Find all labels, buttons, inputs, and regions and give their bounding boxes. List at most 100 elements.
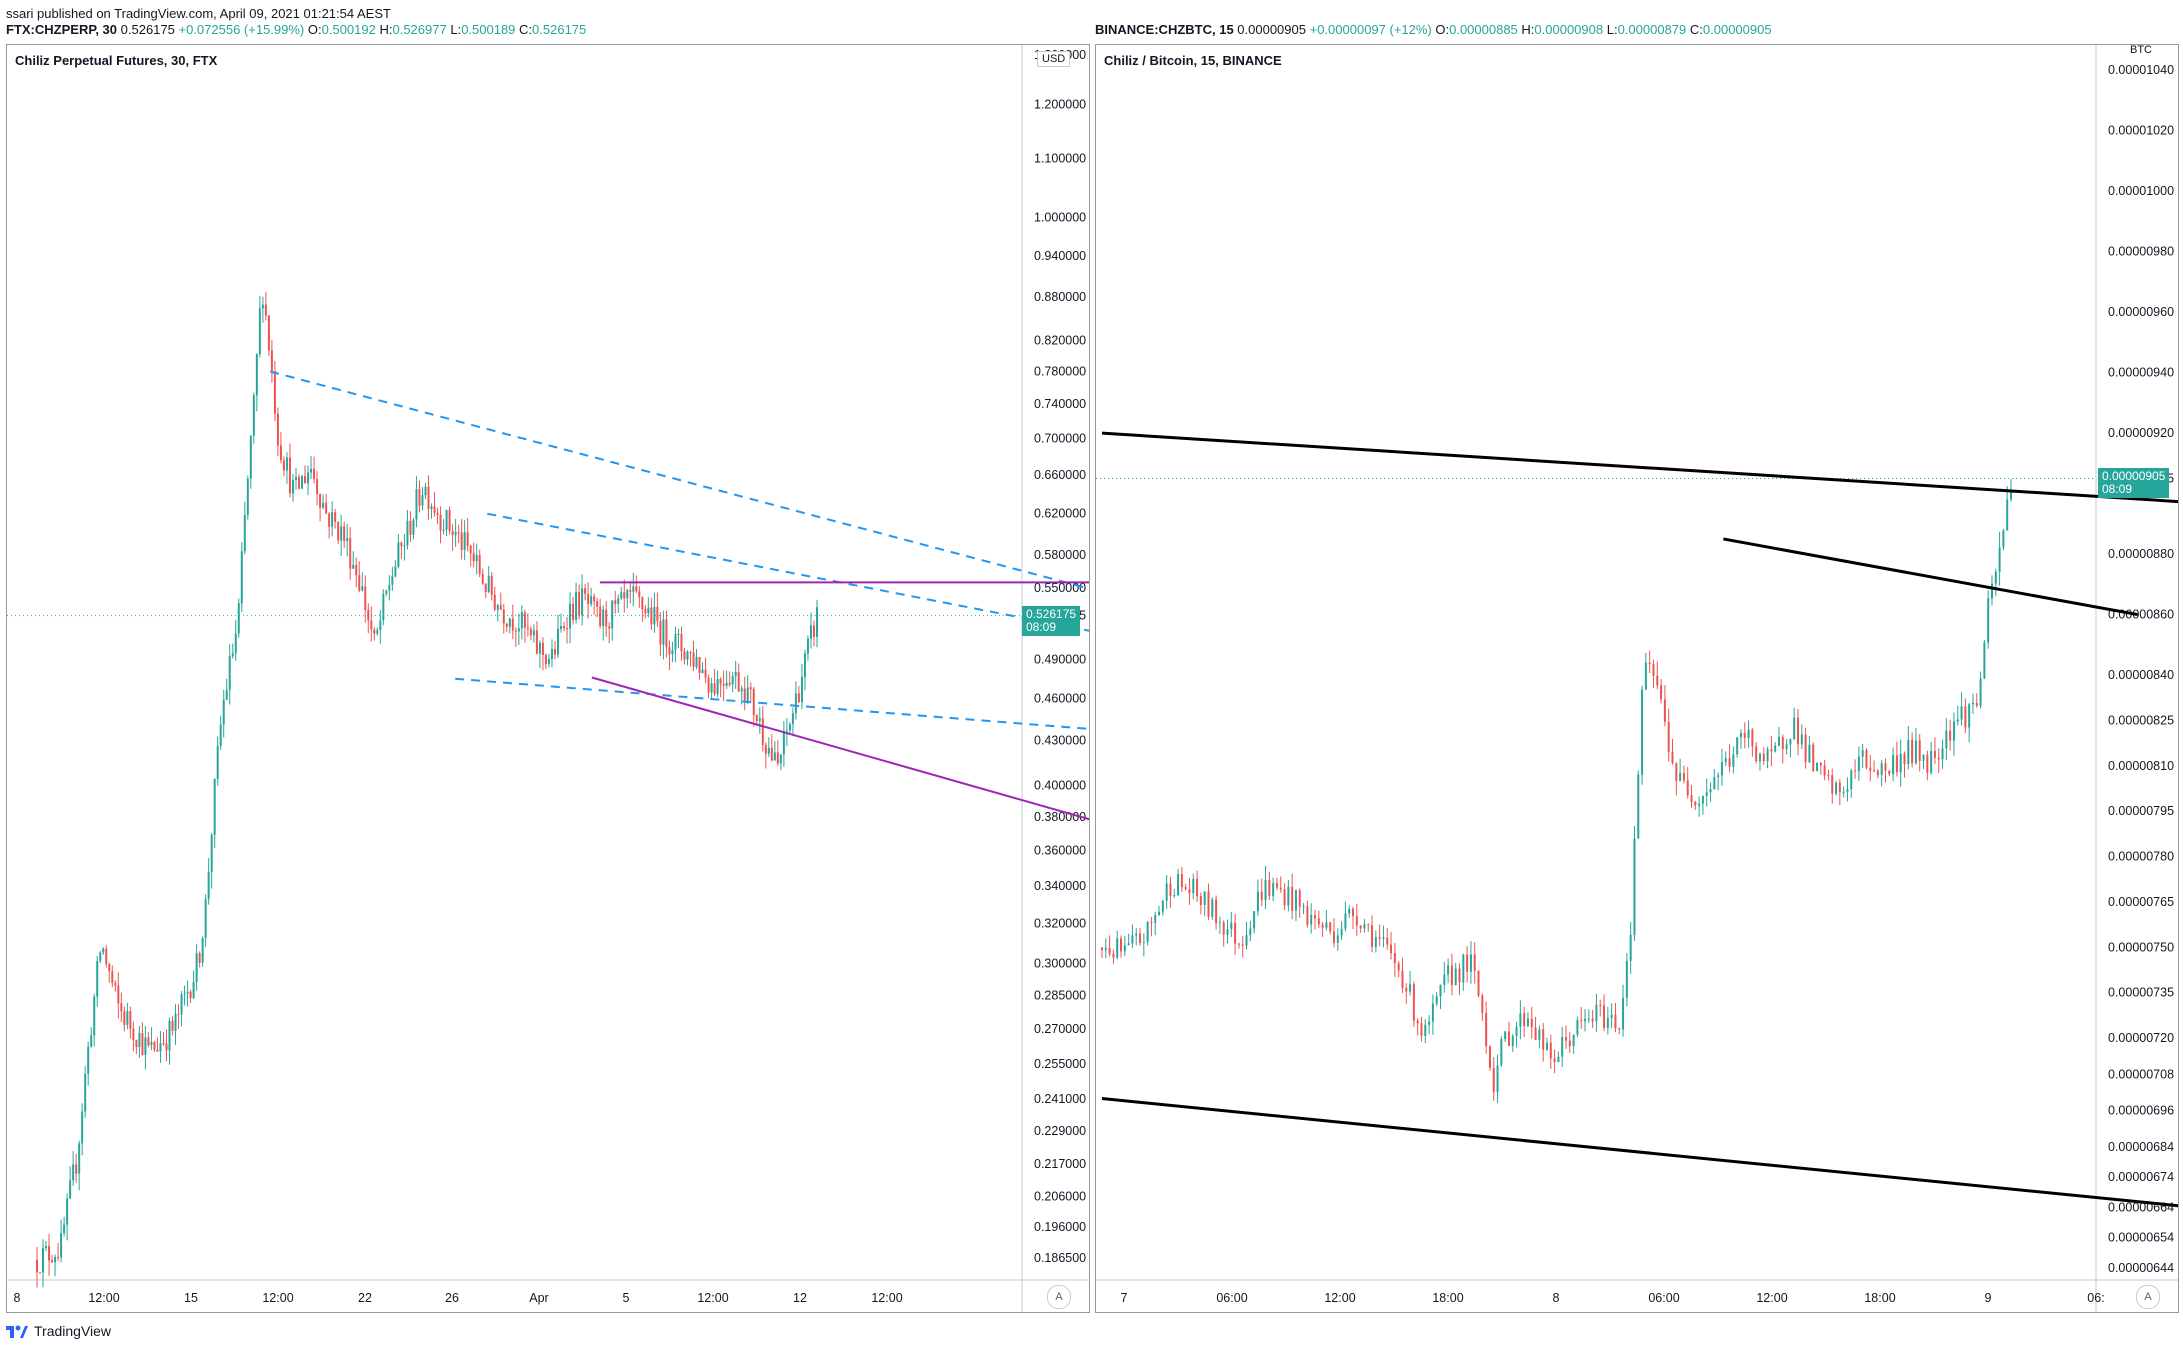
candle-body [1584, 1018, 1587, 1022]
x-tick-label: 26 [445, 1291, 459, 1305]
candle-body [1241, 944, 1244, 946]
y-tick-label: 0.360000 [1034, 844, 1086, 858]
candle-body [1918, 740, 1921, 761]
candle-body [1245, 935, 1248, 946]
candle-body [1260, 891, 1263, 901]
candle-body [578, 592, 581, 616]
candle-body [264, 304, 267, 316]
candle-body [1907, 739, 1910, 765]
x-tick-label: 12:00 [88, 1291, 119, 1305]
y-tick-label: 0.00000980 [2108, 245, 2174, 259]
candle-body [111, 971, 114, 983]
candle-body [69, 1180, 72, 1199]
candle-body [1230, 922, 1233, 930]
candle-body [1838, 782, 1841, 793]
candle-body [1169, 883, 1172, 896]
y-tick-label: 0.255000 [1034, 1057, 1086, 1071]
candle-body [1192, 878, 1195, 894]
candle-body [1158, 911, 1161, 915]
candle-body [1827, 775, 1830, 777]
candle-body [560, 626, 563, 629]
candle-body [1462, 954, 1465, 983]
candle-body [584, 588, 587, 595]
right-ohlc-header: BINANCE:CHZBTC, 15 0.00000905 +0.0000009… [1095, 22, 1772, 37]
candle-body [1348, 908, 1351, 914]
candle-body [1922, 754, 1925, 761]
candle-body [1964, 706, 1967, 728]
footer-brand[interactable]: TradingView [34, 1323, 112, 1339]
candle-body [1142, 942, 1145, 944]
candle-body [1804, 734, 1807, 763]
candle-body [1895, 755, 1898, 773]
y-tick-label: 0.00000960 [2108, 305, 2174, 319]
candle-body [1420, 1023, 1423, 1036]
candle-body [51, 1260, 54, 1263]
candle-body [731, 676, 734, 685]
candle-body [1724, 758, 1727, 762]
candle-body [75, 1164, 78, 1174]
candle-body [1545, 1042, 1548, 1050]
y-tick-label: 0.460000 [1034, 692, 1086, 706]
left-symbol: FTX:CHZPERP, 30 [6, 22, 118, 37]
candle-body [511, 618, 514, 631]
candle-body [1781, 736, 1784, 750]
candle-body [385, 590, 388, 594]
candle-body [1785, 744, 1788, 750]
candle-body [755, 714, 758, 722]
candle-body [1511, 1036, 1514, 1047]
candle-body [445, 510, 448, 530]
y-tick-label: 0.00000880 [2108, 547, 2174, 561]
candle-body [541, 642, 544, 655]
trendline-black [1101, 431, 2178, 504]
candle-body [1823, 765, 1826, 776]
candle-body [1249, 928, 1252, 936]
candle-body [48, 1245, 51, 1261]
candle-body [1656, 675, 1659, 686]
left-chart-svg[interactable]: 1.3000001.2000001.1000001.0000000.940000… [7, 45, 1089, 1312]
y-tick-label: 0.00000765 [2108, 895, 2174, 909]
y-tick-label: 1.000000 [1034, 211, 1086, 225]
right-auto-scale-button[interactable]: A [2136, 1285, 2160, 1309]
left-auto-scale-button[interactable]: A [1047, 1285, 1071, 1309]
candle-body [641, 597, 644, 610]
candle-body [1374, 937, 1377, 947]
right-chart-pane[interactable]: 0.00001040 0.00001020 0.00001000 0.00000980… [1095, 44, 2179, 1313]
left-chart-pane[interactable]: 1.3000001.2000001.1000001.0000000.940000… [6, 44, 1090, 1313]
x-tick-label: 06:00 [1216, 1291, 1247, 1305]
candle-body [1104, 948, 1107, 950]
candle-body [355, 564, 358, 576]
candle-body [1561, 1037, 1564, 1057]
right-currency-badge[interactable]: BTC [2126, 45, 2156, 57]
candle-body [267, 315, 270, 351]
candle-body [1496, 1065, 1499, 1093]
candle-body [1914, 740, 1917, 764]
candle-body [487, 575, 490, 592]
candle-body [195, 953, 198, 982]
candle-body [400, 542, 403, 547]
left-low: 0.500189 [461, 22, 516, 37]
candle-body [1173, 895, 1176, 897]
candle-body [1819, 762, 1822, 766]
candle-body [1595, 1004, 1598, 1022]
candle-body [120, 1003, 123, 1012]
candle-body [108, 963, 111, 972]
candle-body [1903, 753, 1906, 765]
candle-body [698, 656, 701, 673]
candle-body [1222, 922, 1225, 935]
x-tick-label: 18:00 [1432, 1291, 1463, 1305]
candle-body [704, 669, 707, 678]
candle-body [177, 1013, 180, 1015]
candle-body [758, 718, 761, 722]
candle-body [1990, 583, 1993, 599]
candle-body [340, 526, 343, 541]
candle-body [1618, 1028, 1621, 1030]
candle-body [1869, 767, 1872, 771]
candle-body [2010, 490, 2012, 500]
candle-body [526, 627, 529, 629]
y-tick-label: 0.700000 [1034, 432, 1086, 446]
left-currency-badge[interactable]: USD [1037, 51, 1071, 67]
candle-body [1523, 1013, 1526, 1026]
right-chart-svg[interactable]: 0.00001040 0.00001020 0.00001000 0.00000980… [1096, 45, 2178, 1312]
candle-body [734, 671, 737, 677]
left-price: 0.526175 [120, 22, 175, 37]
